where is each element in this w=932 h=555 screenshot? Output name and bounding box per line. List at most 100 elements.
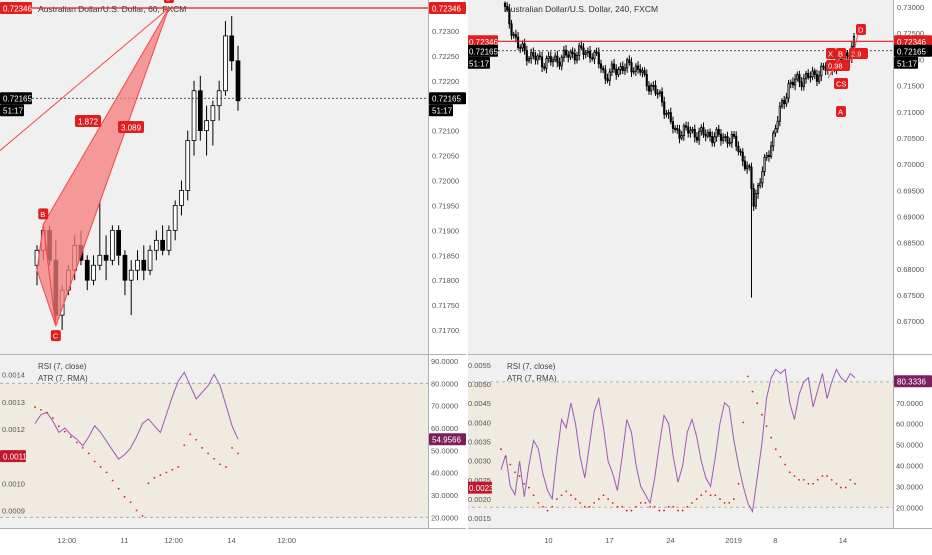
candle-body [532,52,535,57]
hline-axis-label-text: 0.72346 [432,4,461,13]
ratio-label-xb-text: 1.872 [78,118,99,127]
candle-body [754,193,757,207]
atr-point [514,471,516,474]
atr-point [719,498,721,500]
candle-body [517,36,520,49]
candle-body [708,131,712,137]
atr-point [770,436,773,439]
time-tick-label: 14 [839,536,847,545]
atr-tick-label: 0.0020 [468,495,491,504]
atr-point [542,505,544,508]
atr-point [779,455,782,458]
atr-value-label-text: 0.0023 [469,484,494,493]
candle-body [135,259,140,271]
atr-tick-label: 0.0030 [468,457,491,466]
candle-body [558,61,561,67]
atr-point [159,474,162,476]
candle-body [523,43,526,51]
candle-body [735,135,738,147]
atr-value-label-bg [0,450,26,463]
hline-left-label: 0.72346 [0,1,32,14]
candle-body [610,63,613,73]
atr-point [225,466,227,468]
candle-body [153,239,159,251]
candle-body [704,133,707,137]
candle-body [756,185,760,194]
rsi-tick-label: 50.0000 [896,441,923,450]
countdown-left-label-text: 51:17 [3,107,24,116]
pattern-point-d: D [163,0,174,3]
candle-body [643,70,646,75]
price-tick-label: 0.71850 [432,251,459,260]
atr-point [616,505,619,508]
atr-point [141,514,144,517]
candle-body [687,126,690,134]
indicator-legend-atr: ATR (7, RMA) [38,374,88,383]
ratio-label-xb-bg [75,115,101,127]
chart-panel-1: 0.72300 0.72250 0.72200 0.72100 0.72050 0.720… [0,0,466,550]
candle-body [822,65,825,68]
atr-point [835,482,838,485]
pattern-extension-line [0,7,170,151]
candle-body [748,165,751,168]
candle-body [669,112,672,123]
atr-point [105,471,108,474]
candle-body [519,47,522,50]
candle-body [767,155,771,158]
candle-body [722,136,725,141]
price-tick-label: 0.71700 [432,326,459,335]
atr-point [57,425,60,428]
atr-tick-label: 0.0035 [468,438,491,447]
hline-axis-label: 0.72346 [429,1,466,14]
candle-body [715,128,718,138]
candle-body [780,100,784,107]
time-tick-label: 12:00 [277,536,296,545]
price-axis: 0.72300 0.72250 0.72200 0.72100 0.72050 0.720… [432,27,459,335]
candle-body [726,136,729,144]
candle-body [160,239,165,251]
candle-body [597,52,600,65]
atr-point [52,417,54,419]
rsi-tick-label: 30.0000 [431,491,458,500]
atr-point [705,490,707,493]
candle-body [525,50,528,62]
atr-point [207,452,210,455]
candle-body [658,91,661,94]
hline-axis-label-bg [429,1,466,14]
candle-body [682,125,685,137]
candle-body [223,35,228,92]
rsi-value-label: 80.3336 [894,375,932,388]
rsi-band [466,381,893,508]
countdown-axis-label-text: 51:17 [897,59,918,68]
candle-body [770,145,773,158]
pattern-point-badge [38,208,49,220]
candle-body [772,132,775,147]
atr-point [565,490,568,493]
price-tick-label: 0.72000 [432,176,459,185]
ratio-label-bd-text: 3.089 [121,124,142,133]
rsi-tick-label: 40.0000 [896,461,923,470]
atr-point [147,482,150,485]
candle-body [689,130,692,134]
pattern-label-text: X [828,50,833,59]
candle-body [785,97,788,105]
candle-body [141,259,147,271]
price-tick-label: 0.73000 [897,3,924,12]
candle-body [730,134,733,144]
candle-body [761,171,764,184]
candle-body [628,59,631,64]
atr-point [569,494,572,497]
time-tick-label: 12:00 [164,536,183,545]
candle-body [700,127,703,132]
atr-point [844,486,847,489]
hline-left-label-bg [466,35,498,48]
last-price-left-label: 0.72165 [466,44,498,57]
atr-value-label: 0.0023 [466,481,494,494]
candle-body [588,50,592,59]
candle-body [615,68,618,76]
last-price-axis-label-bg [429,92,466,105]
price-tick-label: 0.71800 [432,276,459,285]
atr-point [830,478,833,481]
candle-body [604,69,607,80]
atr-point [528,486,530,489]
